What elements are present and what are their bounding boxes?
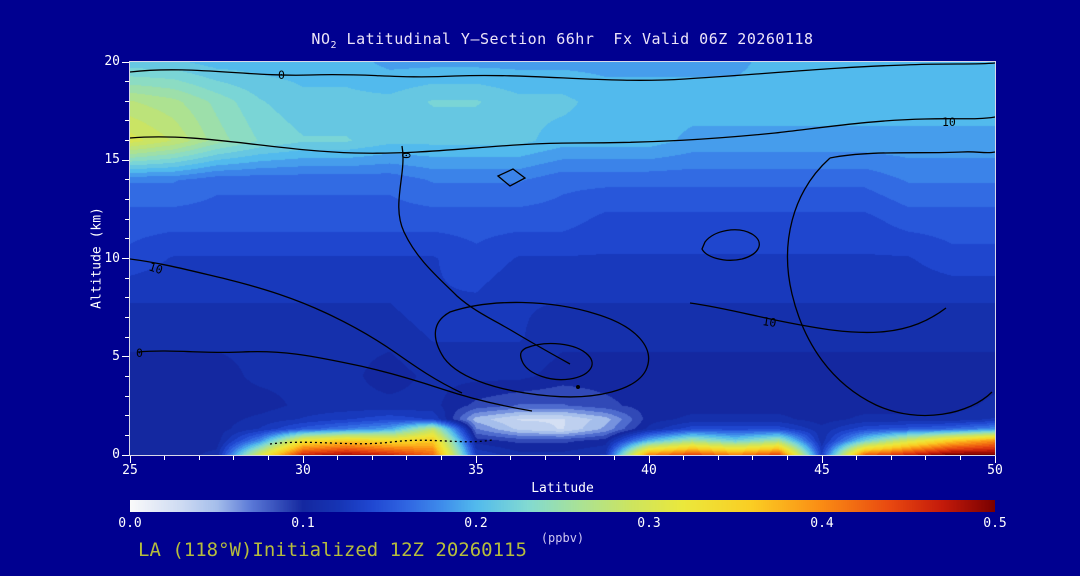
x-minor-tick — [510, 456, 512, 460]
run-info-annotation: LA (118°W)Initialized 12Z 20260115 — [138, 539, 527, 561]
y-tick-label: 0 — [112, 447, 120, 462]
y-minor-tick — [125, 199, 129, 201]
x-minor-tick — [406, 456, 408, 460]
colorbar-tick-label: 0.2 — [464, 516, 488, 531]
contour-line — [137, 350, 533, 412]
x-minor-tick — [164, 456, 166, 460]
contour-label: 0 — [278, 68, 285, 82]
colorbar-unit-label: (ppbv) — [540, 531, 585, 545]
x-tick-label: 35 — [468, 463, 484, 478]
contour-overlay: 0 10 0 10 0 10 — [130, 62, 995, 445]
colorbar-tick-label: 0.0 — [118, 516, 142, 531]
contour-label: 0 — [136, 346, 143, 360]
x-minor-tick — [233, 456, 235, 460]
x-minor-tick — [371, 456, 373, 460]
title-species-subscript: 2 — [330, 40, 338, 51]
colorbar-tick-label: 0.3 — [637, 516, 661, 531]
y-minor-tick — [125, 238, 129, 240]
y-minor-tick — [125, 179, 129, 181]
y-minor-tick — [125, 336, 129, 338]
x-tick-label: 50 — [987, 463, 1003, 478]
x-minor-tick — [440, 456, 442, 460]
y-major-tick — [122, 356, 129, 358]
y-tick-label: 15 — [104, 152, 120, 168]
y-minor-tick — [125, 316, 129, 318]
contour-label: 10 — [942, 115, 956, 129]
x-minor-tick — [337, 456, 339, 460]
contour-line — [130, 116, 995, 154]
y-major-tick — [122, 61, 129, 63]
x-minor-tick — [890, 456, 892, 460]
x-tick-label: 30 — [295, 463, 311, 478]
contour-line — [496, 168, 527, 187]
y-major-tick — [122, 454, 129, 456]
contour-line — [398, 145, 571, 365]
colorbar-tick-label: 0.4 — [810, 516, 834, 531]
plot-title: NO2 Latitudinal Y—Section 66hr Fx Valid … — [130, 30, 995, 51]
colorbar-tick-label: 0.5 — [983, 516, 1007, 531]
x-tick-label: 40 — [641, 463, 657, 478]
colorbar-tick-label: 0.1 — [291, 516, 315, 531]
contour-label: 10 — [762, 314, 778, 330]
y-minor-tick — [125, 81, 129, 83]
x-minor-tick — [544, 456, 546, 460]
plot-area: 0 10 0 10 0 10 — [129, 61, 996, 456]
contour-line — [519, 342, 593, 381]
contour-label: 0 — [399, 152, 413, 159]
x-minor-tick — [959, 456, 961, 460]
x-axis-title: Latitude — [531, 481, 594, 496]
x-minor-tick — [786, 456, 788, 460]
contour-line — [786, 151, 995, 417]
y-minor-tick — [125, 120, 129, 122]
x-minor-tick — [267, 456, 269, 460]
x-minor-tick — [613, 456, 615, 460]
x-major-tick — [475, 456, 477, 463]
y-minor-tick — [125, 415, 129, 417]
x-major-tick — [648, 456, 650, 463]
y-minor-tick — [125, 100, 129, 102]
x-major-tick — [129, 456, 131, 463]
contour-line — [434, 301, 650, 398]
contour-line — [689, 302, 947, 334]
x-tick-label: 45 — [814, 463, 830, 478]
x-tick-label: 25 — [122, 463, 138, 478]
colorbar-canvas — [130, 500, 995, 512]
title-text: Latitudinal Y—Section 66hr Fx Valid 06Z … — [337, 30, 814, 48]
y-major-tick — [122, 159, 129, 161]
x-major-tick — [302, 456, 304, 463]
contour-line-dotted — [269, 439, 493, 445]
x-minor-tick — [925, 456, 927, 460]
y-minor-tick — [125, 434, 129, 436]
y-minor-tick — [125, 395, 129, 397]
contour-line — [130, 258, 463, 394]
x-minor-tick — [579, 456, 581, 460]
y-tick-label: 5 — [112, 348, 120, 364]
title-species: NO — [311, 30, 331, 48]
contour-dot — [576, 385, 580, 389]
x-minor-tick — [856, 456, 858, 460]
x-minor-tick — [198, 456, 200, 460]
contour-line — [130, 62, 995, 81]
y-tick-label: 10 — [104, 250, 120, 266]
y-minor-tick — [125, 218, 129, 220]
y-minor-tick — [125, 277, 129, 279]
contour-line — [701, 229, 760, 261]
y-major-tick — [122, 258, 129, 259]
y-minor-tick — [125, 140, 129, 142]
y-tick-label: 20 — [104, 54, 120, 69]
x-minor-tick — [752, 456, 754, 460]
contour-label: 10 — [147, 260, 165, 278]
y-minor-tick — [125, 297, 129, 299]
x-minor-tick — [717, 456, 719, 460]
x-minor-tick — [683, 456, 685, 460]
x-major-tick — [994, 456, 996, 463]
y-minor-tick — [125, 375, 129, 377]
x-major-tick — [821, 456, 823, 463]
